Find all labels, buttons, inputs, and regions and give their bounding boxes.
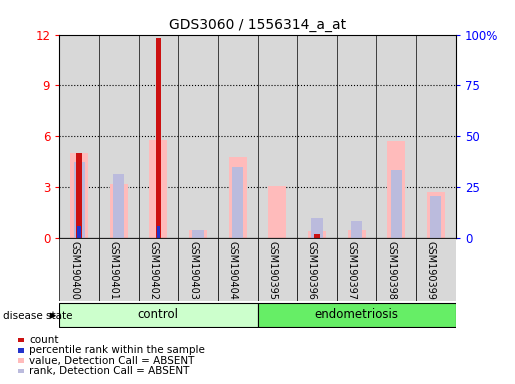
Bar (18, 338, 24, 342)
Bar (218, 238, 258, 301)
Bar (391, 170, 402, 238)
Bar (110, 184, 128, 238)
Text: GSM190397: GSM190397 (347, 241, 356, 300)
Text: GSM190402: GSM190402 (148, 241, 159, 300)
Text: endometriosis: endometriosis (315, 308, 399, 321)
Bar (113, 174, 124, 238)
Text: GSM190403: GSM190403 (188, 241, 198, 300)
Bar (427, 192, 445, 238)
Bar (431, 196, 441, 238)
Bar (139, 35, 178, 238)
Bar (258, 303, 456, 327)
Bar (189, 230, 207, 238)
Bar (18, 358, 24, 363)
Bar (312, 218, 322, 238)
Bar (59, 238, 99, 301)
Bar (351, 221, 362, 238)
Text: GSM190400: GSM190400 (69, 241, 79, 300)
Bar (59, 35, 99, 238)
Bar (297, 35, 337, 238)
Bar (258, 35, 297, 238)
Text: percentile rank within the sample: percentile rank within the sample (29, 345, 205, 355)
Bar (416, 238, 456, 301)
Bar (416, 35, 456, 238)
Text: GSM190401: GSM190401 (109, 241, 118, 300)
Text: disease state: disease state (3, 311, 72, 321)
Bar (337, 238, 376, 301)
Bar (178, 238, 218, 301)
Text: GSM190399: GSM190399 (426, 241, 436, 300)
Bar (232, 167, 243, 238)
Bar (376, 238, 416, 301)
Bar (59, 303, 258, 327)
Text: count: count (29, 335, 59, 345)
Bar (337, 35, 376, 238)
Bar (18, 348, 24, 353)
Bar (178, 35, 218, 238)
Bar (18, 369, 24, 373)
Bar (268, 185, 286, 238)
Text: GSM190398: GSM190398 (386, 241, 397, 300)
Bar (348, 230, 366, 238)
Bar (149, 140, 167, 238)
Bar (99, 35, 139, 238)
Title: GDS3060 / 1556314_a_at: GDS3060 / 1556314_a_at (169, 18, 346, 32)
Bar (258, 238, 297, 301)
Bar (308, 231, 326, 238)
Bar (314, 234, 320, 238)
Text: GSM190395: GSM190395 (267, 241, 277, 300)
Bar (74, 162, 84, 238)
Text: rank, Detection Call = ABSENT: rank, Detection Call = ABSENT (29, 366, 190, 376)
Bar (193, 230, 203, 238)
Text: GSM190396: GSM190396 (307, 241, 317, 300)
Bar (157, 226, 160, 238)
Bar (229, 157, 247, 238)
Bar (376, 35, 416, 238)
Bar (99, 238, 139, 301)
Text: value, Detection Call = ABSENT: value, Detection Call = ABSENT (29, 356, 195, 366)
Bar (70, 153, 88, 238)
Bar (297, 238, 337, 301)
Bar (387, 141, 405, 238)
Bar (76, 153, 82, 238)
Bar (77, 227, 81, 238)
Text: GSM190404: GSM190404 (228, 241, 238, 300)
Text: control: control (138, 308, 179, 321)
Bar (156, 38, 161, 238)
Bar (139, 238, 178, 301)
Bar (218, 35, 258, 238)
